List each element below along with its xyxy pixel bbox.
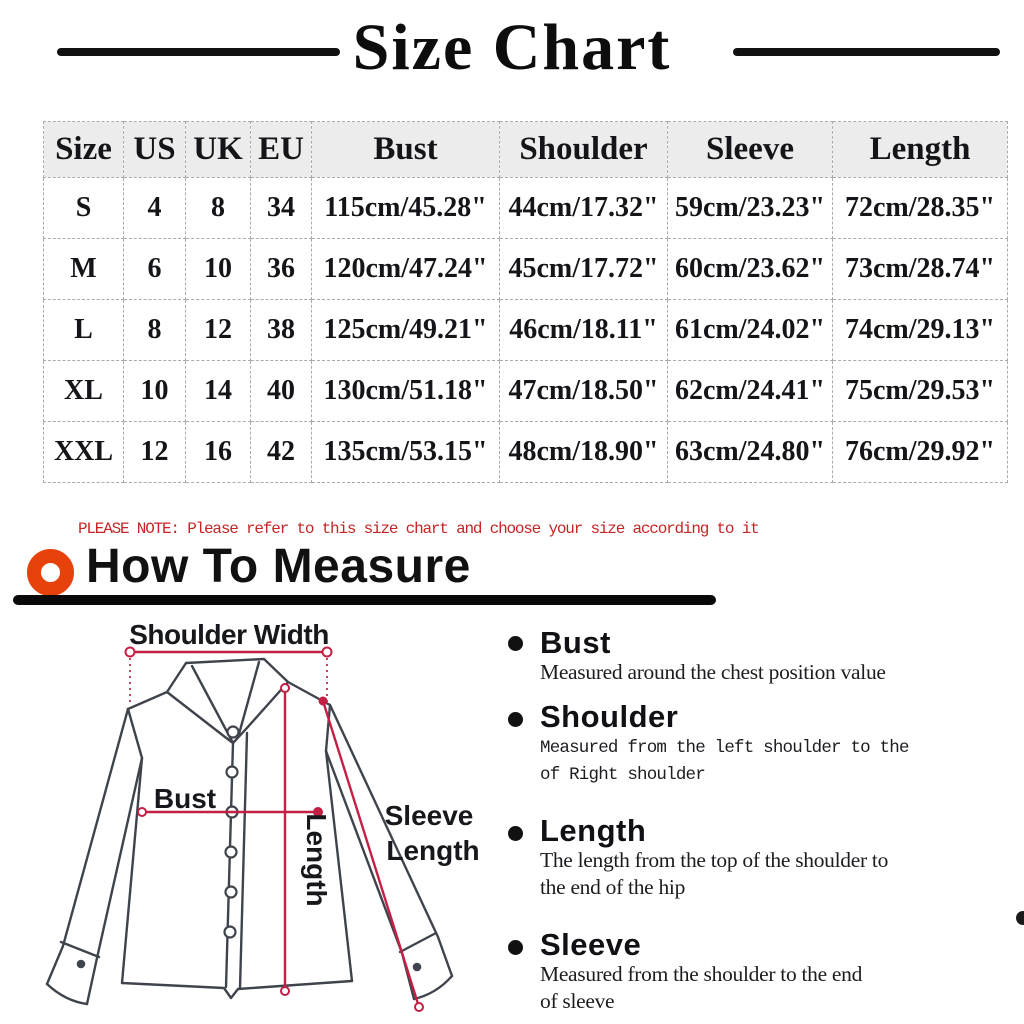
col-header-bust: Bust bbox=[311, 121, 500, 178]
cell: 14 bbox=[185, 360, 251, 422]
cell: 63cm/24.80" bbox=[667, 421, 833, 483]
cell: 60cm/23.62" bbox=[667, 238, 833, 300]
cell: 76cm/29.92" bbox=[832, 421, 1008, 483]
table-row-xxl: XXL 12 16 42 135cm/53.15" 48cm/18.90" 63… bbox=[43, 421, 1008, 483]
title-rule-right bbox=[733, 48, 1000, 56]
cell: 47cm/18.50" bbox=[499, 360, 668, 422]
table-row-l: L 8 12 38 125cm/49.21" 46cm/18.11" 61cm/… bbox=[43, 299, 1008, 361]
cell: 48cm/18.90" bbox=[499, 421, 668, 483]
col-header-eu: EU bbox=[250, 121, 312, 178]
cell: 72cm/28.35" bbox=[832, 177, 1008, 239]
col-header-size: Size bbox=[43, 121, 124, 178]
cell: M bbox=[43, 238, 124, 300]
cell: 120cm/47.24" bbox=[311, 238, 500, 300]
cell: 115cm/45.28" bbox=[311, 177, 500, 239]
cell: 12 bbox=[123, 421, 186, 483]
cell: 10 bbox=[185, 238, 251, 300]
measure-item-sleeve-label: Sleeve bbox=[540, 927, 642, 962]
cell: S bbox=[43, 177, 124, 239]
length-label: Length bbox=[301, 813, 332, 906]
cell: 46cm/18.11" bbox=[499, 299, 668, 361]
cell: 42 bbox=[250, 421, 312, 483]
page-title: Size Chart bbox=[352, 11, 672, 84]
title-rule-left bbox=[57, 48, 340, 56]
cell: 16 bbox=[185, 421, 251, 483]
cell: 45cm/17.72" bbox=[499, 238, 668, 300]
cell: 61cm/24.02" bbox=[667, 299, 833, 361]
bust-label: Bust bbox=[154, 783, 216, 814]
cell: 4 bbox=[123, 177, 186, 239]
cell: 74cm/29.13" bbox=[832, 299, 1008, 361]
measure-item-bust-label: Bust bbox=[540, 625, 611, 660]
sleeve-length-label-line2: Length bbox=[386, 835, 479, 866]
cell: L bbox=[43, 299, 124, 361]
cell: 75cm/29.53" bbox=[832, 360, 1008, 422]
heading-underline bbox=[13, 595, 716, 605]
cell: 10 bbox=[123, 360, 186, 422]
measure-item-sleeve-desc: Measured from the shoulder to the end of… bbox=[540, 962, 863, 1013]
cell: 130cm/51.18" bbox=[311, 360, 500, 422]
cell: 34 bbox=[250, 177, 312, 239]
bullet-icon bbox=[508, 636, 523, 651]
cell: 8 bbox=[123, 299, 186, 361]
cell: 135cm/53.15" bbox=[311, 421, 500, 483]
cell: 44cm/17.32" bbox=[499, 177, 668, 239]
cell: 73cm/28.74" bbox=[832, 238, 1008, 300]
shoulder-width-label: Shoulder Width bbox=[129, 619, 329, 650]
cell: 59cm/23.23" bbox=[667, 177, 833, 239]
cell: 40 bbox=[250, 360, 312, 422]
measure-item-length-label: Length bbox=[540, 813, 647, 848]
cell: XXL bbox=[43, 421, 124, 483]
diagram-labels: Shoulder Width Bust Length Sleeve Length bbox=[129, 619, 479, 907]
please-note-text: PLEASE NOTE: Please refer to this size c… bbox=[78, 520, 760, 538]
cell: 6 bbox=[123, 238, 186, 300]
cell: 38 bbox=[250, 299, 312, 361]
measure-item-shoulder-label: Shoulder bbox=[540, 699, 679, 734]
cell: XL bbox=[43, 360, 124, 422]
table-row-s: S 4 8 34 115cm/45.28" 44cm/17.32" 59cm/2… bbox=[43, 177, 1008, 239]
cell: 125cm/49.21" bbox=[311, 299, 500, 361]
size-table: Size US UK EU Bust Shoulder Sleeve Lengt… bbox=[43, 121, 1008, 483]
measure-item-shoulder-desc: Measured from the left shoulder to the o… bbox=[540, 738, 909, 785]
measure-lines bbox=[124, 646, 424, 1012]
bullet-icon bbox=[508, 712, 523, 727]
cell: 8 bbox=[185, 177, 251, 239]
bullet-icon bbox=[508, 940, 523, 955]
sleeve-length-label-line1: Sleeve bbox=[385, 800, 474, 831]
col-header-uk: UK bbox=[185, 121, 251, 178]
bullet-icon bbox=[508, 826, 523, 841]
table-row-xl: XL 10 14 40 130cm/51.18" 47cm/18.50" 62c… bbox=[43, 360, 1008, 422]
shirt-measurement-diagram: Shoulder Width Bust Length Sleeve Length bbox=[45, 619, 480, 1012]
measure-item-bust-desc: Measured around the chest position value bbox=[540, 660, 886, 684]
table-row-m: M 6 10 36 120cm/47.24" 45cm/17.72" 60cm/… bbox=[43, 238, 1008, 300]
col-header-us: US bbox=[123, 121, 186, 178]
cropped-bullet-artifact bbox=[1016, 911, 1024, 925]
ring-icon bbox=[27, 549, 74, 596]
cell: 36 bbox=[250, 238, 312, 300]
shirt-outline bbox=[45, 657, 454, 1006]
cell: 62cm/24.41" bbox=[667, 360, 833, 422]
col-header-sleeve: Sleeve bbox=[667, 121, 833, 178]
table-header-row: Size US UK EU Bust Shoulder Sleeve Lengt… bbox=[43, 121, 1008, 178]
col-header-length: Length bbox=[832, 121, 1008, 178]
col-header-shoulder: Shoulder bbox=[499, 121, 668, 178]
cell: 12 bbox=[185, 299, 251, 361]
how-to-measure-heading: How To Measure bbox=[86, 540, 471, 593]
measure-item-length-desc: The length from the top of the shoulder … bbox=[540, 848, 889, 899]
